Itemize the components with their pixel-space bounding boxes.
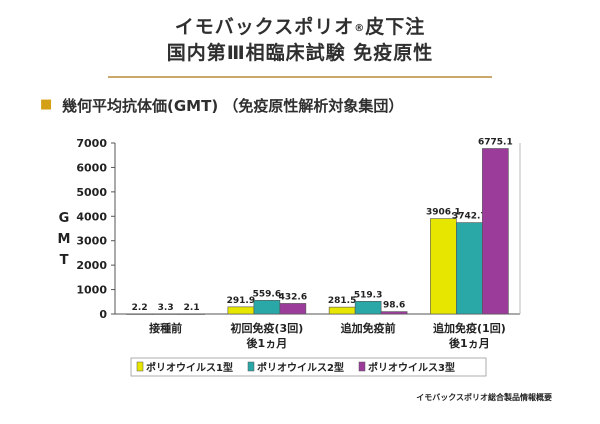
y-tick-label: 3000 [76, 235, 107, 248]
bar-3 [279, 303, 307, 315]
bar-1 [126, 313, 153, 315]
bar-3 [380, 311, 408, 315]
bar-2 [152, 313, 179, 315]
title-block: イモバックスポリオ®皮下注 国内第Ⅲ相臨床試験 免疫原性 [0, 14, 600, 66]
bar-3 [482, 148, 509, 315]
title-route: 皮下注 [365, 16, 426, 38]
bullet-icon: ■ [40, 97, 53, 112]
title-divider [108, 76, 492, 78]
registered-mark: ® [354, 23, 366, 34]
y-tick-label: 2000 [76, 259, 107, 272]
y-tick-label: 5000 [76, 186, 107, 199]
y-tick-label: 1000 [76, 284, 107, 297]
title-line-1: イモバックスポリオ®皮下注 [0, 14, 600, 40]
category-label: 後1ヵ月 [449, 336, 490, 350]
bar-1 [328, 306, 356, 315]
category-label: 追加免疫前 [341, 321, 396, 335]
legend-swatch [136, 361, 144, 372]
data-label: 98.6 [383, 301, 405, 311]
bar-2 [253, 300, 281, 315]
legend-entry: ポリオウイルス2型 [257, 361, 344, 374]
bar-2 [354, 301, 382, 315]
legend-entry: ポリオウイルス3型 [368, 361, 455, 374]
data-label: 559.6 [253, 289, 281, 299]
bar-2 [456, 222, 483, 315]
data-label: 6775.1 [478, 137, 513, 147]
data-label: 291.9 [227, 296, 255, 306]
data-label: 2.2 [132, 303, 148, 313]
bar-3 [178, 313, 205, 315]
data-label: 432.6 [279, 292, 307, 302]
title-line-2: 国内第Ⅲ相臨床試験 免疫原性 [166, 42, 434, 64]
y-axis-label: T [60, 253, 69, 268]
y-tick-label: 4000 [76, 210, 107, 223]
data-label: 3742.7 [452, 212, 487, 222]
data-label: 3.3 [158, 303, 174, 313]
y-tick-label: 7000 [76, 137, 107, 150]
bar-1 [430, 218, 457, 315]
source-footnote: イモバックスポリオ総合製品情報概要 [416, 393, 552, 402]
legend-entry: ポリオウイルス1型 [146, 361, 233, 374]
data-label: 281.5 [328, 296, 356, 306]
y-tick-label: 6000 [76, 161, 107, 174]
legend-box [130, 357, 487, 377]
legend-swatch [358, 361, 366, 372]
y-axis-label: M [58, 232, 71, 247]
bar-1 [227, 306, 255, 315]
category-label: 後1ヵ月 [247, 336, 288, 350]
legend-swatch [247, 361, 255, 372]
data-label: 519.3 [354, 290, 382, 300]
data-label: 2.1 [184, 303, 200, 313]
y-tick-label: 0 [99, 308, 107, 321]
category-label: 追加免疫(1回) [433, 321, 506, 335]
category-label: 初回免疫(3回) [231, 321, 304, 335]
data-label: 3906.1 [426, 208, 461, 218]
chart-subtitle: 幾何平均抗体価(GMT) （免疫原性解析対象集団） [62, 97, 404, 115]
title-product: イモバックスポリオ [174, 16, 355, 38]
category-label: 接種前 [149, 321, 182, 335]
y-axis-label: G [59, 211, 70, 226]
